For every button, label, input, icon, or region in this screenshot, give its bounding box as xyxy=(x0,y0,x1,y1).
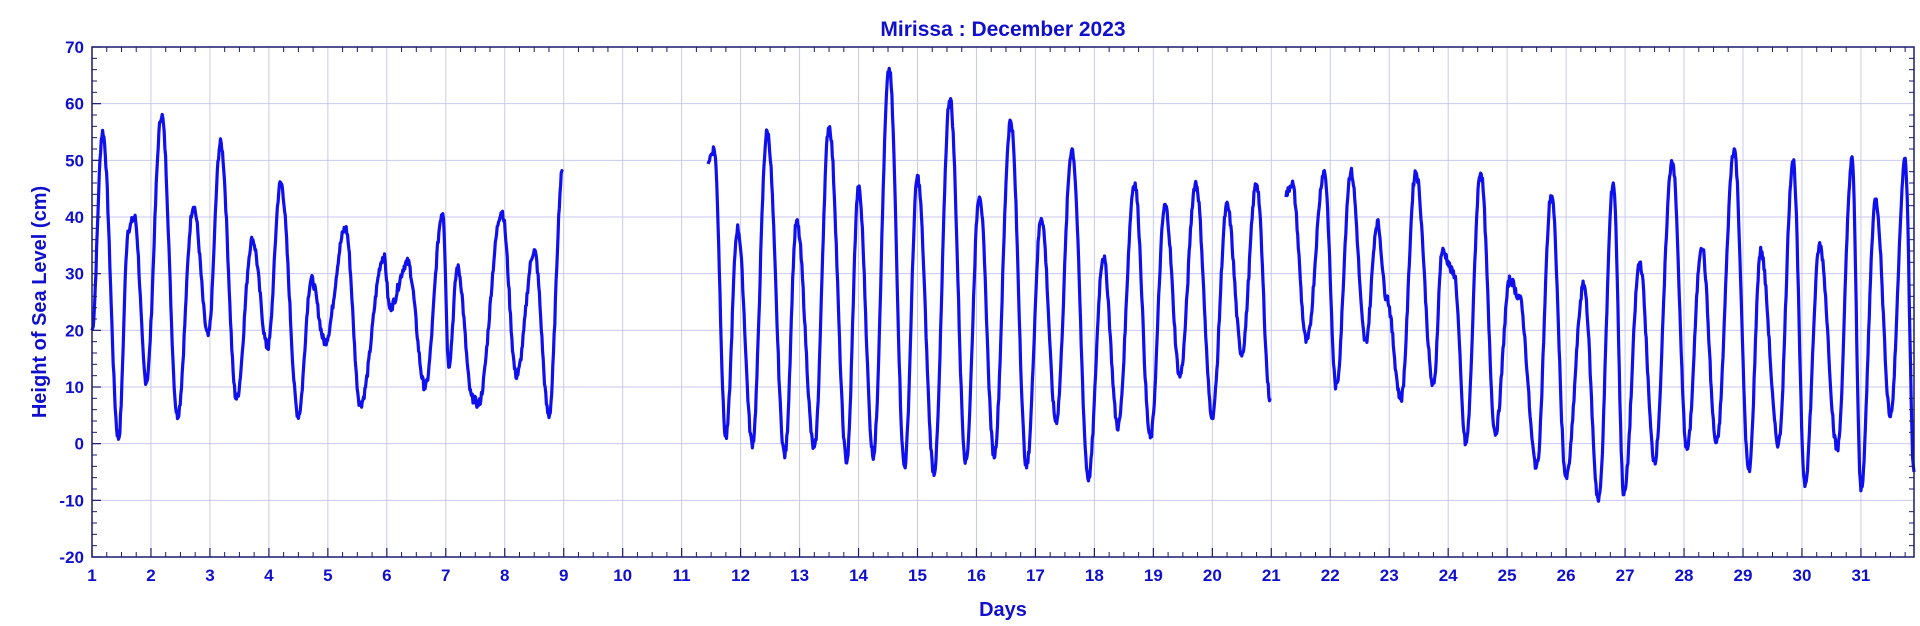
x-tick-label: 27 xyxy=(1616,566,1635,585)
x-tick-label: 15 xyxy=(908,566,927,585)
x-tick-label: 5 xyxy=(323,566,332,585)
y-tick-label: 50 xyxy=(65,151,84,170)
y-tick-label: 60 xyxy=(65,95,84,114)
x-tick-label: 10 xyxy=(613,566,632,585)
y-tick-label: 70 xyxy=(65,38,84,57)
x-tick-label: 1 xyxy=(87,566,96,585)
sea-level-series-segment-3 xyxy=(1284,147,1916,503)
y-tick-label: 10 xyxy=(65,378,84,397)
x-tick-label: 17 xyxy=(1026,566,1045,585)
x-tick-label: 28 xyxy=(1675,566,1694,585)
x-tick-label: 22 xyxy=(1321,566,1340,585)
x-tick-label: 23 xyxy=(1380,566,1399,585)
x-tick-label: 19 xyxy=(1144,566,1163,585)
x-tick-label: 13 xyxy=(790,566,809,585)
x-tick-label: 7 xyxy=(441,566,450,585)
x-tick-label: 25 xyxy=(1498,566,1517,585)
x-tick-label: 4 xyxy=(264,566,274,585)
x-tick-label: 20 xyxy=(1203,566,1222,585)
x-tick-label: 18 xyxy=(1085,566,1104,585)
y-tick-label: 20 xyxy=(65,321,84,340)
y-tick-label: -20 xyxy=(59,548,84,567)
y-axis-title: Height of Sea Level (cm) xyxy=(29,186,51,418)
y-tick-label: -10 xyxy=(59,491,84,510)
x-tick-label: 3 xyxy=(205,566,214,585)
x-tick-label: 8 xyxy=(500,566,509,585)
x-tick-label: 31 xyxy=(1851,566,1870,585)
x-tick-label: 24 xyxy=(1439,566,1458,585)
y-tick-label: 40 xyxy=(65,208,84,227)
x-tick-label: 30 xyxy=(1793,566,1812,585)
x-tick-label: 16 xyxy=(967,566,986,585)
x-tick-label: 14 xyxy=(849,566,868,585)
x-tick-label: 9 xyxy=(559,566,568,585)
sea-level-series-segment-1 xyxy=(90,112,564,441)
x-tick-label: 29 xyxy=(1734,566,1753,585)
plot-frame xyxy=(91,46,1915,558)
tick-layer: 1 2 3 4 5 6 7 8 9 10 11 12 13 14 15 16 17 18 19 20 21 22 23 24 2… xyxy=(59,38,1914,585)
x-tick-label: 21 xyxy=(1262,566,1281,585)
x-axis-title: Days xyxy=(979,599,1027,621)
x-tick-label: 11 xyxy=(673,566,691,585)
x-tick-label: 2 xyxy=(146,566,155,585)
x-tick-label: 6 xyxy=(382,566,391,585)
sea-level-series-segment-2 xyxy=(706,66,1272,483)
x-tick-label: 26 xyxy=(1557,566,1576,585)
series-layer xyxy=(90,66,1916,503)
chart-title: Mirissa : December 2023 xyxy=(880,18,1125,41)
y-tick-label: 30 xyxy=(65,265,84,284)
y-tick-label: 0 xyxy=(75,435,84,454)
x-tick-label: 12 xyxy=(731,566,750,585)
